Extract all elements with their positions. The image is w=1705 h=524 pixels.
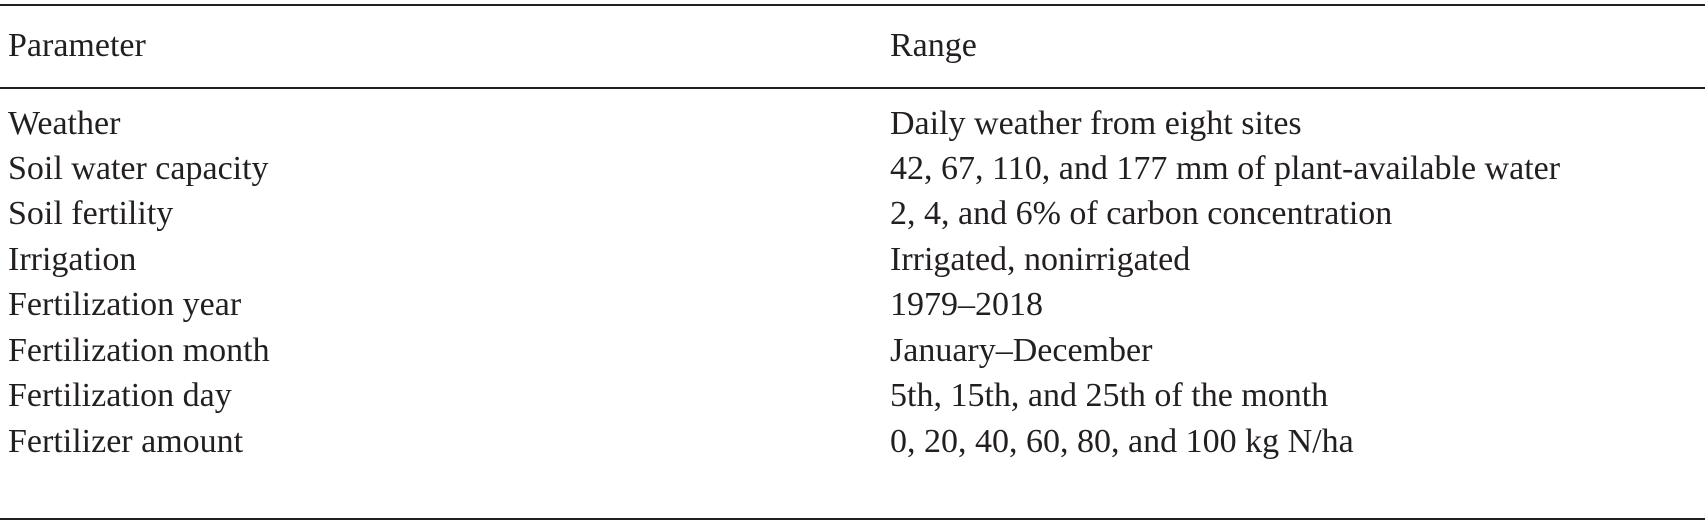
table-header-row: Parameter Range bbox=[0, 22, 1705, 70]
table-header-rule bbox=[0, 87, 1705, 89]
header-range: Range bbox=[890, 27, 977, 64]
range-cell: Daily weather from eight sites bbox=[890, 105, 1302, 142]
parameter-cell: Weather bbox=[8, 105, 121, 142]
parameter-cell: Fertilization day bbox=[8, 377, 232, 414]
header-parameter: Parameter bbox=[8, 27, 146, 64]
range-cell: 1979–2018 bbox=[890, 286, 1043, 323]
range-cell: Irrigated, nonirrigated bbox=[890, 241, 1191, 278]
parameter-cell: Fertilization year bbox=[8, 286, 242, 323]
table-row: Soil fertility 2, 4, and 6% of carbon co… bbox=[0, 190, 1705, 238]
table-row: Weather Daily weather from eight sites bbox=[0, 100, 1705, 148]
table-row: Soil water capacity 42, 67, 110, and 177… bbox=[0, 145, 1705, 193]
parameter-cell: Irrigation bbox=[8, 241, 137, 278]
table-row: Fertilization year 1979–2018 bbox=[0, 281, 1705, 329]
table-row: Irrigation Irrigated, nonirrigated bbox=[0, 236, 1705, 284]
table-bottom-rule bbox=[0, 518, 1705, 520]
range-cell: 5th, 15th, and 25th of the month bbox=[890, 377, 1329, 414]
table-row: Fertilization day 5th, 15th, and 25th of… bbox=[0, 372, 1705, 420]
parameter-cell: Fertilizer amount bbox=[8, 423, 244, 460]
range-cell: 42, 67, 110, and 177 mm of plant-availab… bbox=[890, 150, 1561, 187]
range-cell: January–December bbox=[890, 332, 1153, 369]
parameter-cell: Soil fertility bbox=[8, 195, 174, 232]
range-cell: 0, 20, 40, 60, 80, and 100 kg N/ha bbox=[890, 423, 1354, 460]
table-top-rule bbox=[0, 4, 1705, 6]
table-row: Fertilization month January–December bbox=[0, 327, 1705, 375]
range-cell: 2, 4, and 6% of carbon concentration bbox=[890, 195, 1393, 232]
parameter-cell: Soil water capacity bbox=[8, 150, 269, 187]
parameter-cell: Fertilization month bbox=[8, 332, 270, 369]
table-row: Fertilizer amount 0, 20, 40, 60, 80, and… bbox=[0, 418, 1705, 466]
